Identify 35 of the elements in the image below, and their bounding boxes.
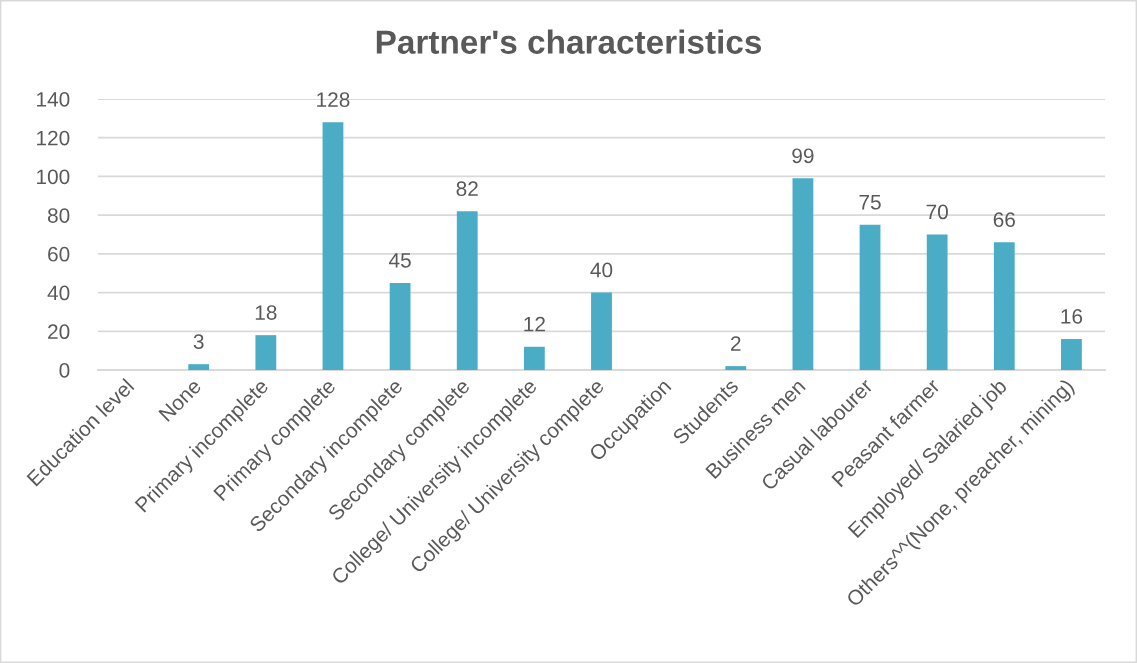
data-label: 99 — [792, 148, 814, 164]
bar — [523, 346, 545, 370]
data-label: 2 — [731, 336, 741, 351]
data-label: 82 — [456, 181, 478, 197]
bar — [1061, 339, 1082, 370]
data-label: 18 — [255, 305, 277, 320]
data-label: 66 — [993, 212, 1015, 228]
data-label: 70 — [926, 204, 948, 220]
bar — [725, 366, 747, 370]
bar — [591, 292, 612, 370]
bar — [926, 234, 948, 370]
bar — [993, 242, 1015, 370]
y-tick-label: 20 — [48, 324, 70, 340]
data-label: 75 — [859, 195, 881, 210]
y-tick-label: 40 — [47, 285, 70, 301]
y-tick-label: 140 — [37, 92, 70, 107]
data-label: 3 — [193, 334, 204, 349]
data-label: 45 — [388, 253, 411, 268]
data-label: 40 — [590, 262, 613, 278]
bar — [255, 335, 277, 370]
y-tick-label: 60 — [48, 246, 70, 262]
data-label: 12 — [524, 316, 545, 332]
bar — [859, 224, 881, 370]
bar — [389, 282, 411, 370]
y-tick-label: 120 — [37, 130, 70, 146]
y-tick-label: 100 — [37, 169, 70, 185]
y-tick-label: 80 — [47, 208, 70, 223]
bar — [188, 364, 210, 370]
bar — [792, 178, 814, 370]
chart-title: Partner's characteristics — [376, 29, 762, 54]
bar — [456, 211, 478, 370]
bar — [322, 122, 344, 370]
data-label: 16 — [1061, 309, 1083, 324]
y-tick-label: 0 — [59, 363, 70, 378]
data-label: 128 — [317, 92, 350, 107]
